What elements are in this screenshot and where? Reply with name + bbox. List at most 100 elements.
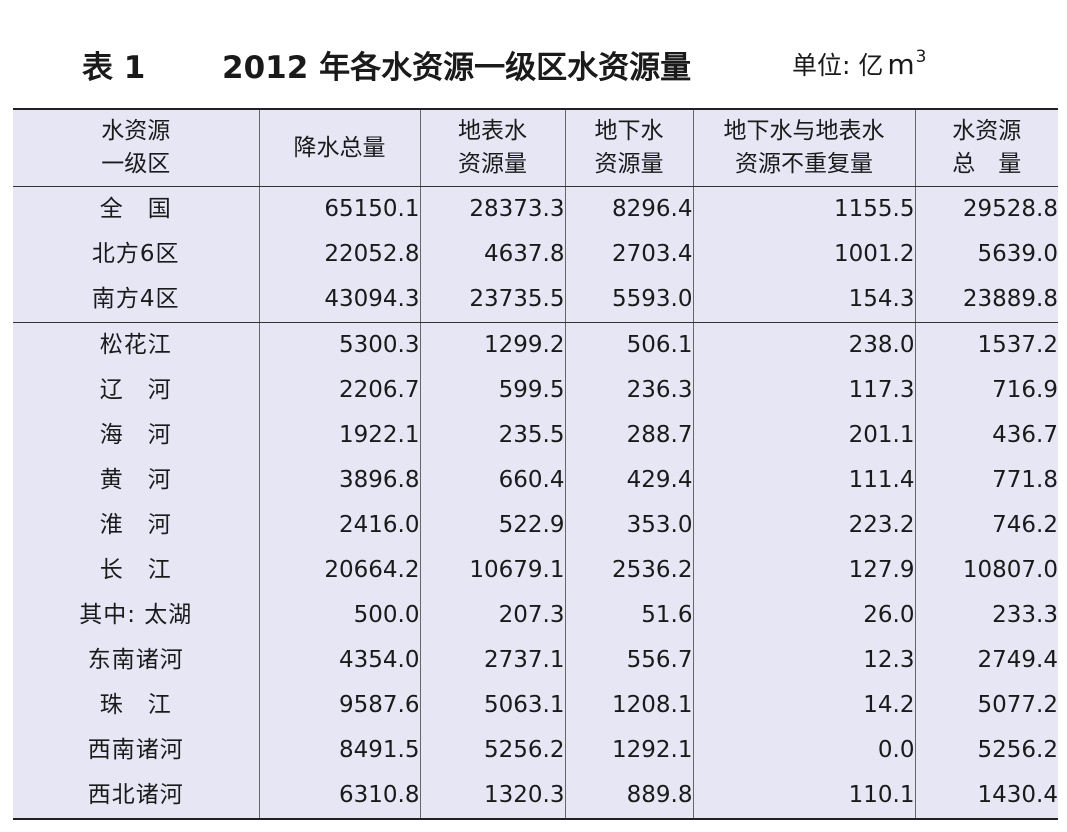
non-overlap-cell: 0.0	[692, 728, 915, 773]
col-header-total: 水资源总 量	[914, 110, 1058, 187]
total-cell: 233.3	[914, 593, 1058, 638]
region-cell: 北方6区	[91, 241, 180, 267]
precipitation-cell: 5300.3	[258, 322, 420, 368]
region-cell: 淮 河	[99, 512, 172, 538]
non-overlap-cell: 1001.2	[692, 232, 915, 277]
region-cell: 海 河	[99, 422, 172, 448]
groundwater-cell: 51.6	[564, 593, 693, 638]
total-cell: 436.7	[914, 413, 1058, 458]
total-cell: 29528.8	[914, 186, 1058, 232]
non-overlap-cell: 127.9	[692, 548, 915, 593]
table-row: 辽 河 2206.7 599.5 236.3 117.3 716.9	[13, 368, 1058, 413]
groundwater-cell: 236.3	[564, 368, 693, 413]
col-header-region: 水资源 一级区	[13, 110, 259, 187]
region-cell: 南方4区	[13, 277, 259, 323]
precipitation-cell: 2416.0	[258, 503, 420, 548]
non-overlap-cell: 111.4	[692, 458, 915, 503]
total-cell: 5077.2	[914, 683, 1058, 728]
unit-label: 单位: 亿 m3	[792, 46, 926, 82]
region-cell: 黄 河	[99, 467, 172, 493]
surface-water-cell: 5256.2	[419, 728, 565, 773]
non-overlap-cell: 223.2	[692, 503, 915, 548]
total-cell: 23889.8	[914, 277, 1058, 323]
col-header-non-overlap: 地下水与地表水 资源不重复量	[692, 110, 915, 187]
water-resources-table-panel: 水资源 一级区 降水总量 地表水 资源量 地下水 资源量 地下水与地表水 资源不重复量 …	[13, 108, 1058, 820]
precipitation-cell: 9587.6	[258, 683, 420, 728]
table-row: 南方4区 43094.3 23735.5 5593.0 154.3 23889.8	[13, 277, 1058, 323]
precipitation-cell: 22052.8	[258, 232, 420, 277]
non-overlap-cell: 117.3	[692, 368, 915, 413]
non-overlap-cell: 26.0	[692, 593, 915, 638]
surface-water-cell: 235.5	[419, 413, 565, 458]
precipitation-cell: 8491.5	[258, 728, 420, 773]
unit-symbol: m	[887, 48, 915, 81]
non-overlap-cell: 14.2	[692, 683, 915, 728]
precipitation-cell: 1922.1	[258, 413, 420, 458]
table-row: 淮 河 2416.0 522.9 353.0 223.2 746.2	[13, 503, 1058, 548]
non-overlap-cell: 110.1	[692, 773, 915, 818]
groundwater-cell: 2536.2	[564, 548, 693, 593]
groundwater-cell: 556.7	[564, 638, 693, 683]
non-overlap-cell: 154.3	[692, 277, 915, 323]
surface-water-cell: 23735.5	[419, 277, 565, 323]
non-overlap-cell: 238.0	[692, 322, 915, 368]
surface-water-cell: 660.4	[419, 458, 565, 503]
total-cell: 716.9	[914, 368, 1058, 413]
table-row: 长 江 20664.2 10679.1 2536.2 127.9 10807.0	[13, 548, 1058, 593]
groundwater-cell: 5593.0	[564, 277, 693, 323]
region-cell: 辽 河	[99, 377, 172, 403]
surface-water-cell: 5063.1	[419, 683, 565, 728]
precipitation-cell: 3896.8	[258, 458, 420, 503]
table-number: 表 1	[82, 50, 146, 86]
total-cell: 2749.4	[914, 638, 1058, 683]
table-title: 2012 年各水资源一级区水资源量	[222, 50, 692, 86]
unit-prefix: 单位: 亿	[792, 51, 884, 80]
table-row: 西南诸河 8491.5 5256.2 1292.1 0.0 5256.2	[13, 728, 1058, 773]
region-cell: 西北诸河	[87, 782, 184, 808]
groundwater-cell: 506.1	[564, 322, 693, 368]
groundwater-cell: 353.0	[564, 503, 693, 548]
unit-power: 3	[915, 47, 927, 67]
region-cell: 松花江	[99, 332, 172, 358]
col-header-precipitation: 降水总量	[258, 110, 420, 187]
surface-water-cell: 10679.1	[419, 548, 565, 593]
table-row: 北方6区 22052.8 4637.8 2703.4 1001.2 5639.0	[13, 232, 1058, 277]
surface-water-cell: 1320.3	[419, 773, 565, 818]
surface-water-cell: 28373.3	[419, 186, 565, 232]
groundwater-cell: 1208.1	[564, 683, 693, 728]
non-overlap-cell: 1155.5	[692, 186, 915, 232]
surface-water-cell: 2737.1	[419, 638, 565, 683]
non-overlap-cell: 201.1	[692, 413, 915, 458]
region-cell: 东南诸河	[87, 647, 184, 673]
precipitation-cell: 6310.8	[258, 773, 420, 818]
header-row: 水资源 一级区 降水总量 地表水 资源量 地下水 资源量 地下水与地表水 资源不重复量 …	[13, 110, 1058, 187]
precipitation-cell: 20664.2	[258, 548, 420, 593]
table-row: 全 国 65150.1 28373.3 8296.4 1155.5 29528.8	[13, 186, 1058, 232]
total-cell: 5639.0	[914, 232, 1058, 277]
surface-water-cell: 4637.8	[419, 232, 565, 277]
table-row: 西北诸河 6310.8 1320.3 889.8 110.1 1430.4	[13, 773, 1058, 818]
surface-water-cell: 1299.2	[419, 322, 565, 368]
groundwater-cell: 1292.1	[564, 728, 693, 773]
table-row: 松花江 5300.3 1299.2 506.1 238.0 1537.2	[13, 322, 1058, 368]
surface-water-cell: 599.5	[419, 368, 565, 413]
precipitation-cell: 65150.1	[258, 186, 420, 232]
groundwater-cell: 2703.4	[564, 232, 693, 277]
precipitation-cell: 43094.3	[258, 277, 420, 323]
total-cell: 1537.2	[914, 322, 1058, 368]
precipitation-cell: 500.0	[258, 593, 420, 638]
region-cell: 西南诸河	[87, 737, 184, 763]
table-row: 其中: 太湖 500.0 207.3 51.6 26.0 233.3	[13, 593, 1058, 638]
region-cell: 其中: 太湖	[79, 602, 193, 628]
surface-water-cell: 522.9	[419, 503, 565, 548]
col-header-groundwater: 地下水 资源量	[564, 110, 693, 187]
groundwater-cell: 429.4	[564, 458, 693, 503]
groundwater-cell: 8296.4	[564, 186, 693, 232]
col-header-surface-water: 地表水 资源量	[419, 110, 565, 187]
region-cell: 全 国	[99, 196, 172, 222]
total-cell: 10807.0	[914, 548, 1058, 593]
precipitation-cell: 2206.7	[258, 368, 420, 413]
total-cell: 1430.4	[914, 773, 1058, 818]
table-row: 珠 江 9587.6 5063.1 1208.1 14.2 5077.2	[13, 683, 1058, 728]
total-cell: 5256.2	[914, 728, 1058, 773]
